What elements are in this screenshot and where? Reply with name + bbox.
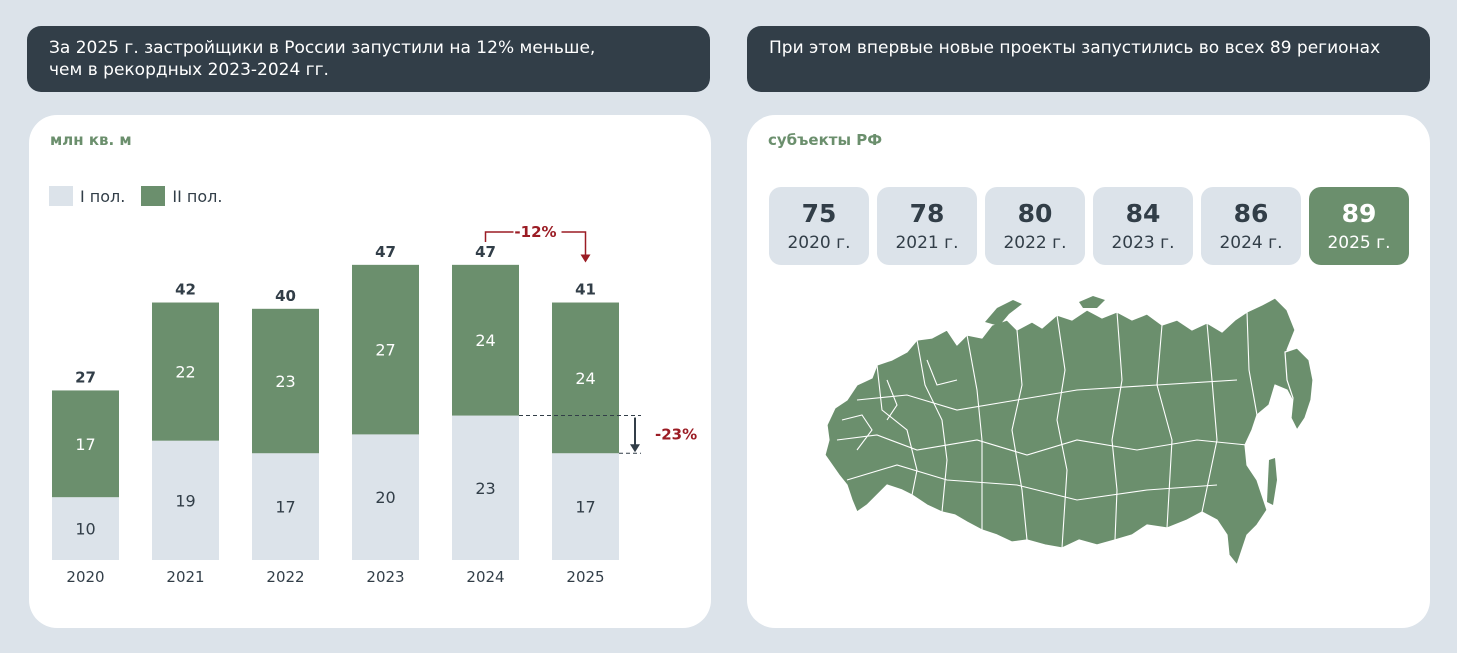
region-tile-year: 2024 г. xyxy=(1219,233,1283,253)
legend-label-first-half: I пол. xyxy=(80,186,126,206)
chart-legend: I пол. II пол. xyxy=(49,186,238,206)
stacked-bar-chart: 10 17 27 2020 19 22 42 2021 17 23 40 2022 20 27 47 2023… xyxy=(52,223,697,586)
bar-first-half-2021 xyxy=(152,440,219,560)
value-label-first-half-2021: 19 xyxy=(175,491,195,510)
decline-arrow-down-icon xyxy=(630,444,640,453)
annotation-total-change: -12% xyxy=(514,223,556,241)
region-tile-year: 2022 г. xyxy=(1003,233,1067,253)
x-tick-2021: 2021 xyxy=(166,568,204,586)
region-tile-value: 80 xyxy=(1017,199,1053,228)
value-label-second-half-2021: 22 xyxy=(175,363,195,382)
region-tile-2023: 84 2023 г. xyxy=(1093,187,1193,265)
regions-card: субъекты РФ 75 2020 г. 78 2021 г. 80 2022 г. 8… xyxy=(747,115,1430,628)
total-label-2025: 41 xyxy=(575,281,596,299)
value-label-first-half-2022: 17 xyxy=(275,498,295,517)
region-tile-value: 86 xyxy=(1233,199,1269,228)
bar-second-half-2024 xyxy=(452,264,519,416)
chart-card: млн кв. м I пол. II пол. 10 17 27 2020 19 22 4… xyxy=(29,115,711,628)
left-headline-banner: За 2025 г. застройщики в России запустил… xyxy=(27,26,710,92)
x-tick-2020: 2020 xyxy=(66,568,104,586)
bar-first-half-2020 xyxy=(52,497,119,560)
russia-map-shape xyxy=(824,297,1308,566)
legend-swatch-second-half xyxy=(141,186,166,206)
region-tile-value: 78 xyxy=(909,199,945,228)
total-label-2022: 40 xyxy=(275,287,296,305)
bar-second-half-2022 xyxy=(252,308,319,454)
annotation-first-half-change: -23% xyxy=(655,425,697,443)
region-tile-year: 2020 г. xyxy=(787,233,851,253)
value-label-second-half-2024: 24 xyxy=(475,331,495,350)
bar-first-half-2025 xyxy=(552,453,619,560)
region-tile-value: 84 xyxy=(1125,199,1161,228)
region-tile-2025: 89 2025 г. xyxy=(1309,187,1409,265)
right-headline-text: При этом впервые новые проекты запустили… xyxy=(769,38,1381,58)
total-label-2020: 27 xyxy=(75,368,96,386)
bar-second-half-2021 xyxy=(152,302,219,441)
region-tile-year: 2023 г. xyxy=(1111,233,1175,253)
bar-first-half-2023 xyxy=(352,434,419,560)
region-tile-year: 2025 г. xyxy=(1327,233,1391,253)
region-tile-year: 2021 г. xyxy=(895,233,959,253)
region-tile-2020: 75 2020 г. xyxy=(769,187,869,265)
left-headline-line2: чем в рекордных 2023-2024 гг. xyxy=(49,60,329,80)
value-label-second-half-2025: 24 xyxy=(575,369,595,388)
right-headline-banner: При этом впервые новые проекты запустили… xyxy=(747,26,1430,92)
x-tick-2022: 2022 xyxy=(266,568,304,586)
x-tick-2023: 2023 xyxy=(366,568,404,586)
value-label-first-half-2023: 20 xyxy=(375,488,395,507)
total-label-2024: 47 xyxy=(475,243,496,261)
change-bracket xyxy=(484,231,587,261)
region-tile-2021: 78 2021 г. xyxy=(877,187,977,265)
unit-label: млн кв. м xyxy=(50,131,132,149)
value-label-second-half-2023: 27 xyxy=(375,341,395,360)
legend-swatch-first-half xyxy=(49,186,73,206)
bar-second-half-2025 xyxy=(552,302,619,454)
region-tile-2024: 86 2024 г. xyxy=(1201,187,1301,265)
value-label-first-half-2024: 23 xyxy=(475,479,495,498)
bar-second-half-2020 xyxy=(52,390,119,498)
bar-second-half-2023 xyxy=(352,264,419,435)
bar-first-half-2024 xyxy=(452,415,519,560)
value-label-second-half-2020: 17 xyxy=(75,435,95,454)
total-label-2023: 47 xyxy=(375,243,396,261)
x-tick-2025: 2025 xyxy=(566,568,604,586)
regions-title: субъекты РФ xyxy=(768,131,883,149)
change-arrowhead-icon xyxy=(580,254,591,263)
region-borders xyxy=(836,311,1258,549)
legend-label-second-half: II пол. xyxy=(172,186,223,206)
value-label-first-half-2020: 10 xyxy=(75,520,95,539)
x-tick-2024: 2024 xyxy=(466,568,504,586)
region-tile-2022: 80 2022 г. xyxy=(985,187,1085,265)
russia-map-icon xyxy=(824,296,1314,566)
kamchatka-shape xyxy=(1284,347,1314,432)
value-label-first-half-2025: 17 xyxy=(575,498,595,517)
left-headline-line1: За 2025 г. застройщики в России запустил… xyxy=(49,38,596,58)
region-tile-value: 75 xyxy=(801,199,837,228)
bar-first-half-2022 xyxy=(252,453,319,560)
novaya-zemlya-shape xyxy=(985,300,1022,326)
arctic-island-shape xyxy=(1079,296,1105,308)
region-tile-value: 89 xyxy=(1341,199,1377,228)
region-count-tiles: 75 2020 г. 78 2021 г. 80 2022 г. 84 2023 г. 86 20… xyxy=(769,187,1409,265)
total-label-2021: 42 xyxy=(175,281,196,299)
sakhalin-shape xyxy=(1267,458,1277,505)
value-label-second-half-2022: 23 xyxy=(275,372,295,391)
